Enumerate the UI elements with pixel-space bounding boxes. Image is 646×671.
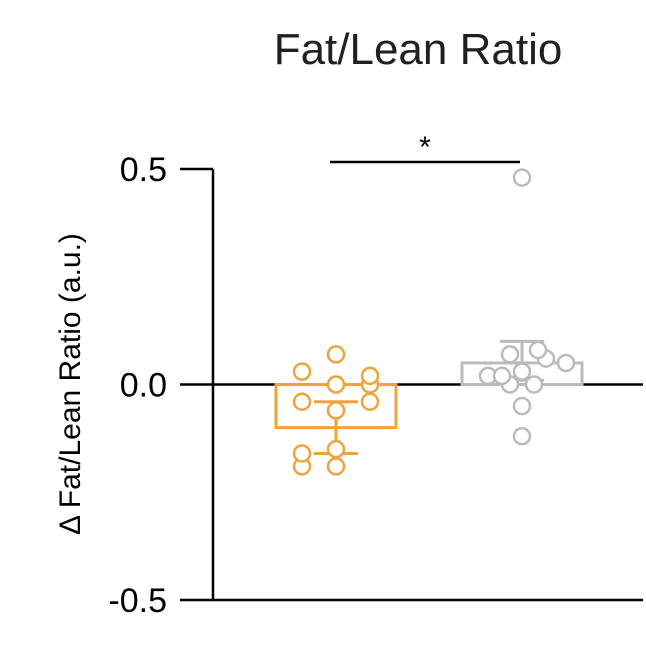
- significance-annotation: *: [330, 131, 520, 164]
- chart-title: Fat/Lean Ratio: [274, 25, 563, 74]
- data-point: [326, 439, 346, 459]
- y-tick-label: 0.5: [120, 151, 167, 189]
- significance-label: *: [419, 131, 431, 164]
- data-point: [556, 353, 576, 373]
- data-point: [292, 444, 312, 463]
- y-tick-label: 0.0: [120, 367, 167, 405]
- data-point: [528, 340, 548, 360]
- data-point: [512, 396, 532, 416]
- data-point: [492, 366, 512, 386]
- data-point: [292, 392, 312, 411]
- data-point: [360, 366, 380, 386]
- data-points: [292, 168, 576, 476]
- data-point: [326, 401, 346, 420]
- y-ticks: 0.5 0.0 -0.5: [108, 151, 213, 620]
- data-point: [512, 426, 532, 446]
- data-point: [360, 392, 380, 411]
- y-axis-label: Δ Fat/Lean Ratio (a.u.): [54, 233, 87, 535]
- data-point: [512, 168, 532, 187]
- data-point: [500, 345, 520, 364]
- data-point: [326, 345, 346, 364]
- data-point: [326, 457, 346, 476]
- y-tick-label: -0.5: [108, 582, 167, 620]
- data-point: [512, 362, 532, 381]
- data-point: [292, 362, 312, 381]
- data-point: [524, 375, 544, 394]
- data-point: [326, 375, 346, 394]
